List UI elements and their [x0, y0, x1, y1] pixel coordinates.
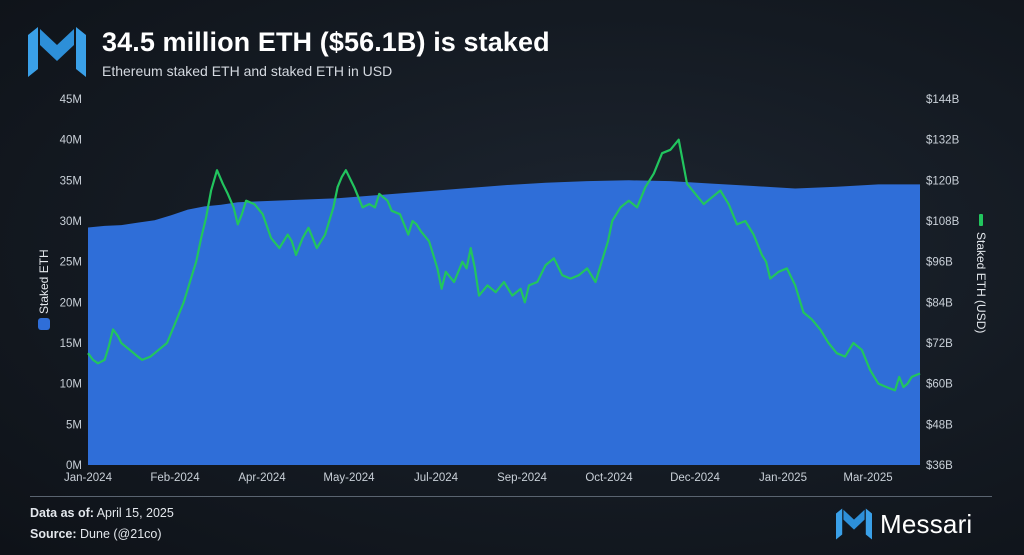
y-right-axis-title: Staked ETH (USD): [974, 214, 988, 333]
chart-subtitle: Ethereum staked ETH and staked ETH in US…: [102, 63, 393, 79]
data-as-of-value: April 15, 2025: [96, 506, 174, 520]
legend-swatch-staked-eth: [38, 318, 50, 330]
x-tick-label: Jul-2024: [414, 472, 459, 484]
source-label: Source:: [30, 527, 77, 541]
y-right-tick-label: $96B: [926, 257, 953, 269]
y-right-tick-label: $48B: [926, 419, 953, 431]
y-left-tick-label: 45M: [60, 94, 82, 106]
y-left-tick-label: 15M: [60, 338, 82, 350]
y-right-tick-label: $108B: [926, 216, 960, 228]
y-left-tick-label: 25M: [60, 257, 82, 269]
data-as-of-label: Data as of:: [30, 506, 94, 520]
chart-title: 34.5 million ETH ($56.1B) is staked: [102, 27, 550, 57]
x-tick-label: Feb-2024: [150, 472, 200, 484]
x-tick-label: Mar-2025: [843, 472, 892, 484]
y-left-tick-label: 30M: [60, 216, 82, 228]
y-left-tick-label: 5M: [66, 419, 82, 431]
footer-divider: [30, 496, 992, 497]
brand-logo: Messari: [836, 506, 972, 542]
brand-name: Messari: [880, 508, 973, 539]
y-left-tick-label: 20M: [60, 297, 82, 309]
x-tick-label: Jan-2025: [759, 472, 807, 484]
y-right-tick-label: $72B: [926, 338, 953, 350]
x-tick-label: May-2024: [323, 472, 375, 484]
y-right-tick-label: $36B: [926, 460, 953, 472]
source-value: Dune (@21co): [80, 527, 162, 541]
x-tick-label: Oct-2024: [585, 472, 633, 484]
x-tick-label: Sep-2024: [497, 472, 547, 484]
source: Source: Dune (@21co): [30, 527, 162, 541]
x-tick-label: Dec-2024: [670, 472, 720, 484]
messari-brand-icon: [836, 508, 872, 540]
x-tick-label: Jan-2024: [64, 472, 113, 484]
y-right-tick-label: $120B: [926, 175, 960, 187]
y-right-tick-label: $84B: [926, 297, 953, 309]
legend-swatch-staked-eth-usd: [979, 214, 983, 226]
messari-logo-icon: [28, 27, 86, 77]
data-as-of: Data as of: April 15, 2025: [30, 506, 174, 520]
y-left-tick-label: 0M: [66, 460, 82, 472]
y-left-tick-label: 40M: [60, 135, 82, 147]
legend-label-staked-eth-usd: Staked ETH (USD): [974, 232, 988, 333]
y-right-tick-label: $132B: [926, 135, 960, 147]
y-left-tick-label: 10M: [60, 379, 82, 391]
staked-eth-usd-line: [87, 138, 921, 392]
staked-eth-area: [88, 180, 920, 466]
y-left-axis-title: Staked ETH: [37, 249, 51, 330]
legend-label-staked-eth: Staked ETH: [37, 249, 51, 314]
x-tick-label: Apr-2024: [238, 472, 286, 484]
y-right-tick-label: $144B: [926, 94, 960, 106]
y-right-tick-label: $60B: [926, 379, 953, 391]
y-left-tick-label: 35M: [60, 175, 82, 187]
